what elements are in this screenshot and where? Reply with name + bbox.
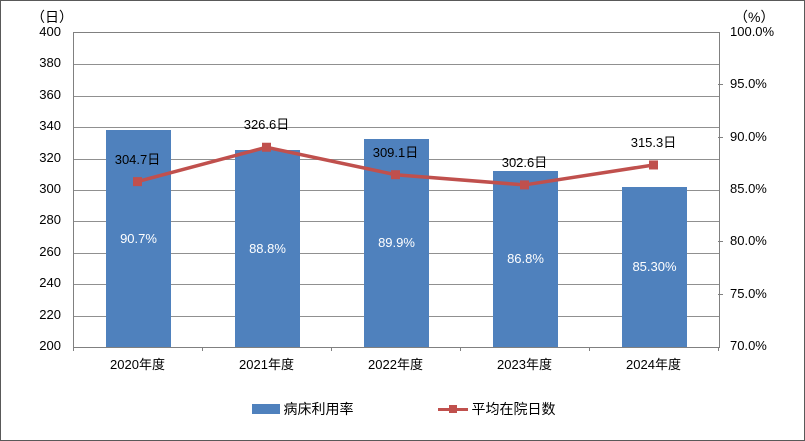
- bar-data-label: 88.8%: [249, 240, 286, 256]
- line-data-label: 326.6日: [243, 117, 290, 133]
- right-axis-tick-label: 95.0%: [730, 76, 767, 92]
- right-axis-tick-label: 80.0%: [730, 233, 767, 249]
- bar-series-swatch-icon: [251, 404, 280, 414]
- legend-item-bar-series: 病床利用率: [251, 399, 354, 419]
- line-marker-icon: [391, 170, 400, 180]
- gridline: [74, 95, 719, 97]
- legend: 病床利用率 平均在院日数: [1, 397, 804, 421]
- x-axis-tick-mark: [460, 347, 461, 351]
- x-axis-tick-mark: [718, 347, 719, 351]
- left-axis-tick-label: 380: [39, 55, 61, 71]
- right-axis-tick-mark: [718, 136, 723, 138]
- left-axis-tick-label: 340: [39, 118, 61, 134]
- line-data-label: 309.1日: [372, 144, 419, 160]
- legend-label-line-series: 平均在院日数: [471, 401, 556, 417]
- line-series-swatch-icon: [437, 404, 468, 414]
- right-axis-tick-mark: [718, 241, 723, 243]
- line-data-label: 302.6日: [501, 154, 548, 170]
- left-axis-tick-label: 280: [39, 212, 61, 228]
- x-axis-tick-mark: [202, 347, 203, 351]
- left-axis-tick-label: 220: [39, 306, 61, 322]
- right-axis-tick-mark: [718, 293, 723, 295]
- x-axis-category-label: 2020年度: [110, 357, 165, 372]
- bar-data-label: 90.7%: [120, 230, 157, 246]
- line-data-label: 315.3日: [630, 134, 677, 150]
- gridline: [74, 127, 719, 129]
- bar-2021年度: [235, 150, 300, 347]
- x-axis-category-label: 2022年度: [368, 357, 423, 372]
- left-axis-tick-label: 200: [39, 338, 61, 353]
- right-axis-tick-label: 100.0%: [730, 24, 775, 39]
- right-axis-tick-label: 90.0%: [730, 128, 767, 144]
- bar-data-label: 85.30%: [632, 258, 677, 274]
- bar-data-label: 89.9%: [378, 234, 415, 250]
- legend-label-bar-series: 病床利用率: [283, 401, 354, 417]
- right-axis-tick-label: 75.0%: [730, 285, 767, 301]
- left-axis-tick-label: 300: [39, 181, 61, 196]
- gridline: [74, 64, 719, 66]
- left-axis-tick-label: 400: [39, 24, 61, 39]
- left-axis-tick-label: 240: [39, 275, 61, 291]
- x-axis-category-label: 2024年度: [626, 357, 681, 372]
- bar-data-label: 86.8%: [507, 251, 544, 267]
- left-axis-tick-label: 260: [39, 243, 61, 259]
- x-axis-tick-mark: [589, 347, 590, 351]
- line-marker-icon: [133, 177, 142, 187]
- bar-2020年度: [106, 130, 171, 347]
- line-marker-icon: [649, 160, 658, 170]
- left-axis-tick-label: 360: [39, 86, 61, 102]
- x-axis-category-label: 2023年度: [497, 357, 552, 372]
- right-axis-unit-label: （%）: [734, 9, 775, 25]
- left-axis-tick-label: 320: [39, 149, 61, 165]
- x-axis-tick-mark: [331, 347, 332, 351]
- line-series: [133, 142, 658, 190]
- line-marker-icon: [520, 180, 529, 190]
- right-axis-tick-label: 85.0%: [730, 181, 767, 196]
- right-axis-tick-mark: [718, 84, 723, 86]
- line-data-label: 304.7日: [114, 151, 161, 167]
- legend-item-line-series: 平均在院日数: [437, 399, 556, 419]
- right-axis-tick-label: 70.0%: [730, 338, 767, 353]
- bar-2023年度: [493, 171, 558, 347]
- x-axis-tick-mark: [73, 347, 74, 351]
- plot-area: 90.7% 88.8% 89.9% 86.8% 85.30%: [73, 32, 720, 348]
- line-marker-icon: [262, 142, 271, 152]
- bar-2024年度: [622, 186, 687, 347]
- left-axis-unit-label: （日）: [31, 9, 73, 25]
- x-axis-category-label: 2021年度: [239, 357, 294, 372]
